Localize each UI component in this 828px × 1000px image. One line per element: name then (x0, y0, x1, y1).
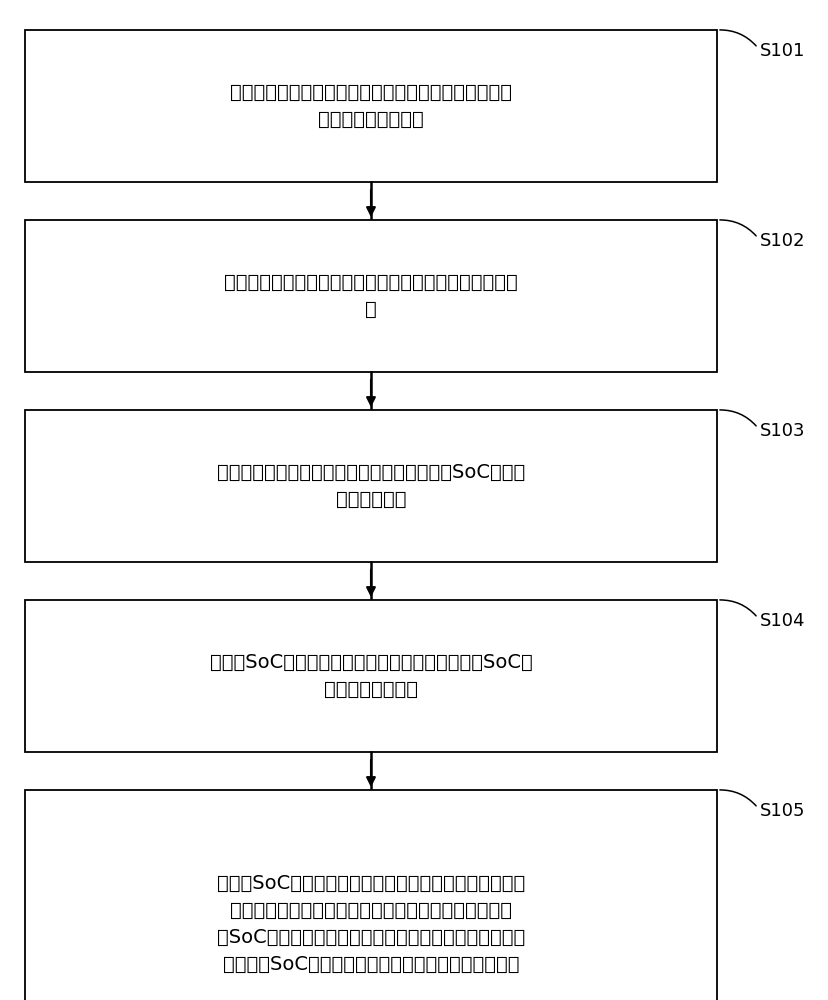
Text: S101: S101 (759, 42, 804, 60)
Bar (25, 600, 716, 752)
Text: S102: S102 (759, 232, 805, 250)
Text: 对第一SoC体系结构的探索空间进行修剪得到第二SoC体
系结构的探索空间: 对第一SoC体系结构的探索空间进行修剪得到第二SoC体 系结构的探索空间 (209, 653, 532, 699)
Bar (25, 410, 716, 562)
Text: S103: S103 (759, 422, 805, 440)
Bar (25, 30, 716, 182)
Text: 根据应用领域算法中各个函数的运行时间和访问次数，
获取第一调用函数集: 根据应用领域算法中各个函数的运行时间和访问次数， 获取第一调用函数集 (229, 83, 512, 129)
Text: S105: S105 (759, 802, 805, 820)
Text: 通过分析第一调用函数集的计算特征，设计仿真的输入激
励: 通过分析第一调用函数集的计算特征，设计仿真的输入激 励 (224, 273, 518, 319)
Text: 根据应用领域的设计需求，确定第一片上系统SoC体系结
构的探索空间: 根据应用领域的设计需求，确定第一片上系统SoC体系结 构的探索空间 (217, 463, 524, 509)
Bar (25, 790, 716, 1000)
Text: S104: S104 (759, 612, 805, 630)
Text: 对第二SoC体系结构的探索空间中的变量进行选取得到变
量的组合，利用仿真的输入激励对各种变量的组合对应
的SoC体系结构进行仿真，得到运行时间，并对变量的组
合: 对第二SoC体系结构的探索空间中的变量进行选取得到变 量的组合，利用仿真的输入激… (217, 874, 524, 974)
Bar (25, 220, 716, 372)
